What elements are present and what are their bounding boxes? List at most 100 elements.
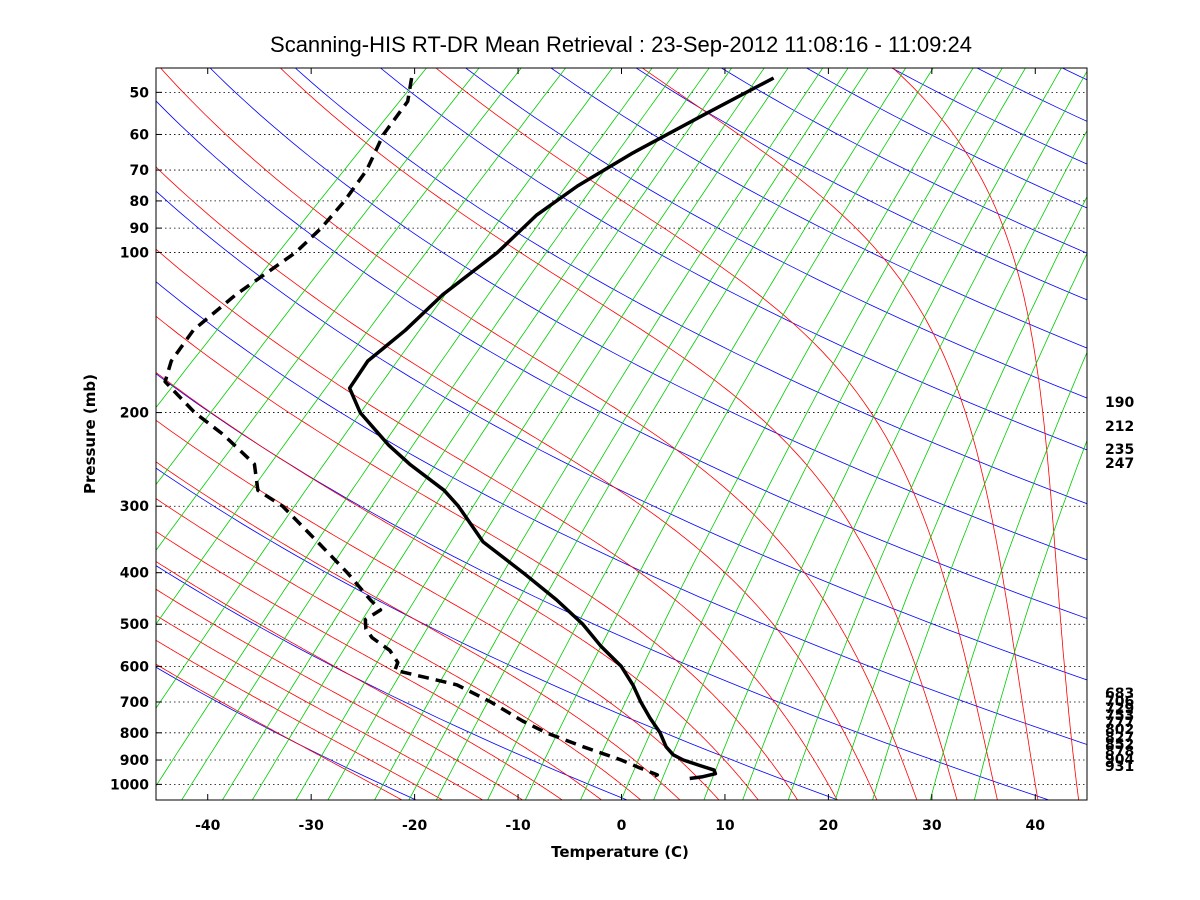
mixing-ratio-line (181, 68, 679, 800)
dry-adiabat-line (156, 373, 1050, 800)
profile-series (163, 76, 775, 781)
side-pressure-label: 247 (1105, 456, 1134, 472)
side-pressure-label: 852 (1105, 737, 1134, 753)
mixing-ratio-line (156, 68, 653, 787)
thermo-background-lines (156, 68, 1200, 800)
side-pressure-label: 753 (1105, 708, 1134, 724)
side-pressure-label: 235 (1105, 442, 1134, 458)
chart-title: Scanning-HIS RT-DR Mean Retrieval : 23-S… (270, 32, 972, 57)
x-tick-label: 20 (819, 818, 839, 834)
moist-adiabat-line (156, 371, 759, 800)
side-pressure-label: 683 (1105, 686, 1134, 702)
y-tick-label: 600 (120, 659, 149, 675)
y-tick-label: 900 (120, 753, 149, 769)
y-axis-label: Pressure (mb) (81, 374, 99, 494)
moist-adiabat-line (156, 248, 838, 800)
moist-adiabat-line (156, 639, 444, 800)
x-tick-label: -10 (505, 818, 531, 834)
side-pressure-label: 827 (1105, 730, 1134, 746)
side-pressure-label: 904 (1105, 752, 1134, 768)
side-pressure-label: 706 (1105, 694, 1134, 710)
mixing-ratio-line (872, 252, 1087, 800)
mixing-ratio-line (251, 68, 732, 800)
dry-adiabat-line (156, 100, 1087, 619)
mixing-ratio-line (435, 68, 869, 800)
mixing-ratio-line (834, 195, 1087, 800)
y-tick-label: 60 (130, 127, 150, 143)
dry-adiabat-line (380, 68, 1087, 451)
dry-adiabat-line (156, 190, 1087, 681)
mixing-ratio-line (222, 68, 710, 800)
dry-adiabat-line (721, 68, 1087, 254)
mixing-ratio-line (487, 68, 907, 800)
mixing-ratio-line (374, 68, 824, 800)
mixing-ratio-line (156, 68, 613, 709)
mixing-ratio-line (295, 68, 765, 800)
dewpoint-profile-line (163, 77, 660, 781)
x-tick-label: -40 (195, 818, 221, 834)
mixing-ratio-line (580, 68, 974, 800)
dry-adiabat-line (465, 68, 1087, 399)
mixing-ratio-line (327, 68, 789, 800)
mixing-ratio-line (620, 68, 1003, 800)
y-tick-label: 300 (120, 499, 149, 515)
moist-adiabat-line (156, 614, 484, 800)
side-pressure-label: 212 (1105, 419, 1134, 435)
moist-adiabat-line (156, 588, 524, 800)
y-tick-label: 400 (120, 566, 149, 582)
mixing-ratio-line (156, 68, 566, 625)
moist-adiabat-line (156, 419, 720, 800)
x-tick-label: 10 (715, 818, 735, 834)
dry-adiabat-line (550, 68, 1087, 349)
y-tick-label: 100 (120, 245, 149, 261)
moist-adiabat-line (435, 68, 998, 800)
moist-adiabat-line (279, 68, 958, 800)
x-tick-label: 30 (922, 818, 942, 834)
mixing-ratio-line (703, 68, 1062, 800)
moist-adiabat-line (892, 68, 1080, 800)
mixing-ratio-line (974, 439, 1087, 800)
dry-adiabat-line (1148, 68, 1200, 800)
dry-adiabat-line (156, 666, 417, 800)
mixing-ratio-line (929, 351, 1087, 800)
y-tick-label: 200 (120, 406, 149, 422)
dry-adiabat-line (156, 467, 839, 800)
side-pressure-label: 190 (1105, 395, 1134, 411)
mixing-ratio-line (653, 68, 1026, 800)
plot-frame (155, 67, 1088, 801)
y-tick-label: 800 (120, 726, 149, 742)
moist-adiabat-line (156, 663, 403, 800)
moist-adiabat-line (641, 68, 1039, 800)
dry-adiabat-line (806, 68, 1087, 209)
mixing-ratio-line (524, 68, 934, 800)
y-tick-label: 70 (130, 163, 150, 179)
moist-adiabat-line (156, 498, 642, 800)
y-tick-label: 90 (130, 221, 150, 237)
side-pressure-label: 777 (1105, 715, 1134, 731)
mixing-ratio-line (156, 68, 480, 486)
mixing-ratio-line (742, 70, 1087, 800)
dry-adiabat-line (976, 68, 1087, 122)
x-tick-label: 40 (1026, 818, 1046, 834)
x-tick-label: 0 (617, 818, 627, 834)
x-tick-label: -30 (299, 818, 325, 834)
moist-adiabat-line (156, 561, 563, 800)
side-pressure-label: 931 (1105, 759, 1134, 775)
x-axis-ticks: -40 -30 -20 -10 0 10 20 30 40 (195, 68, 1045, 834)
mixing-ratio-line (787, 129, 1087, 800)
dry-adiabat-line (209, 68, 1087, 561)
side-pressure-label: 802 (1105, 722, 1134, 738)
dry-adiabat-line (156, 281, 1087, 745)
x-axis-label: Temperature (C) (551, 843, 689, 861)
dry-adiabat-line (635, 68, 1087, 301)
y-tick-label: 80 (130, 194, 150, 210)
temperature-profile-line (347, 76, 775, 781)
y-tick-label: 700 (120, 695, 149, 711)
y-tick-label: 500 (120, 617, 149, 633)
mixing-ratio-line (156, 68, 427, 409)
side-pressure-label: 729 (1105, 701, 1134, 717)
y-axis-ticks: 50 60 70 80 90 100 200 300 400 500 600 700 800 900 100… (110, 85, 162, 793)
mixing-ratio-line (156, 68, 522, 552)
